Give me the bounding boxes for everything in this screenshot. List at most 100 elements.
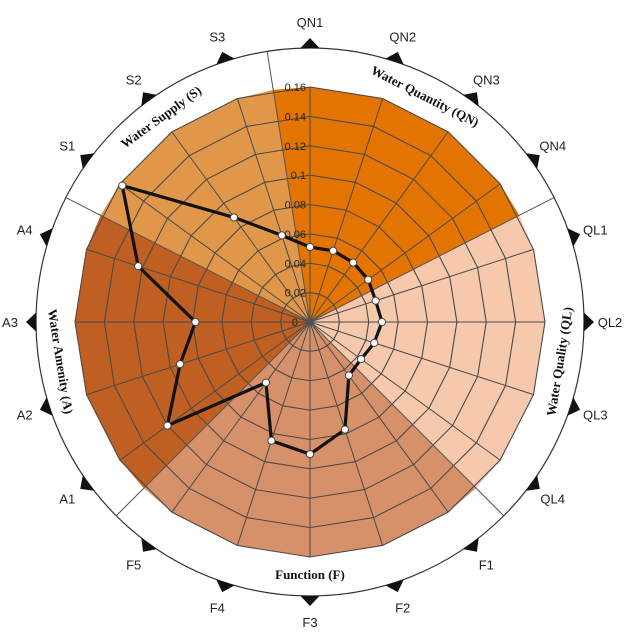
grid-spoke (86, 248, 311, 323)
axis-arrow-marker (583, 312, 594, 332)
axis-arrow-marker (567, 228, 581, 247)
axis-label-ql3: QL3 (583, 408, 608, 423)
grid-spoke (236, 321, 311, 546)
data-point-f2 (340, 425, 350, 434)
axis-arrow-marker (567, 397, 581, 416)
axis-label-ql1: QL1 (583, 222, 608, 237)
axis-arrow-marker (463, 537, 479, 552)
axis-arrow-marker (216, 51, 235, 65)
tick-label: 0.1 (291, 170, 306, 182)
axis-label-ql2: QL2 (598, 315, 623, 330)
grid-spoke (309, 321, 534, 396)
group-label-4: Water Amenity (A) (45, 308, 76, 415)
tick-label: 0.14 (285, 111, 306, 123)
tick-label: 0 (292, 317, 298, 329)
axis-label-qn1: QN1 (297, 15, 324, 30)
data-point-a2 (175, 360, 185, 369)
axis-label-a2: A2 (17, 408, 33, 423)
data-series (118, 181, 387, 459)
grid-spoke (171, 131, 311, 323)
axis-label-a4: A4 (17, 222, 33, 237)
group-divider (65, 197, 311, 323)
axis-arrow-marker (216, 579, 235, 593)
axis-label-ql4: QL4 (540, 491, 565, 506)
tick-label: 0.02 (285, 288, 306, 300)
axis-label-f4: F4 (210, 600, 225, 615)
group-label-2: Water Quality (QL) (543, 306, 575, 417)
grid-spoke (309, 183, 501, 323)
data-point-f5 (261, 378, 271, 387)
tick-label: 0.08 (285, 200, 306, 212)
sector-2 (310, 215, 545, 489)
data-point-a1 (163, 421, 172, 430)
data-point-ql3 (370, 338, 379, 347)
sector-4 (75, 215, 310, 489)
grid-spoke (309, 248, 534, 323)
axis-arrow-marker (525, 153, 540, 169)
outer-ring (26, 38, 594, 606)
data-point-s3 (277, 231, 286, 240)
axis-arrow-marker (385, 51, 404, 65)
axis-arrow-marker (26, 312, 37, 332)
axis-label-qn2: QN2 (389, 30, 416, 45)
grid-spoke (309, 321, 501, 461)
axis-arrow-marker (525, 475, 540, 491)
grid-rings (74, 86, 546, 558)
data-point-qn1 (305, 242, 315, 252)
sector-5 (100, 89, 310, 322)
data-point-qn4 (364, 275, 373, 284)
axis-arrow-marker (141, 537, 157, 552)
axis-label-qn4: QN4 (539, 139, 566, 154)
axis-arrow-marker (80, 475, 95, 491)
data-point-qn2 (329, 246, 338, 255)
data-point-ql2 (377, 317, 387, 327)
axis-labels: QN1 QN2 QN3 QN4 QL1 QL2 QL3 QL4 F1 F2 F3 F4 F5 A1 A2 A3… (2, 15, 622, 630)
axis-arrow-marker (463, 92, 479, 107)
group-divider (309, 197, 555, 323)
group-divider (266, 51, 311, 323)
data-point-f4 (267, 436, 276, 445)
grid-spoke (86, 321, 311, 396)
axis-arrow-marker (300, 595, 320, 606)
axis-label-a1: A1 (59, 491, 75, 506)
grid-spoke (309, 321, 449, 513)
axis-arrow-marker (385, 579, 404, 593)
axis-label-f5: F5 (126, 558, 141, 573)
axis-label-s1: S1 (59, 139, 75, 154)
data-point-s2 (229, 213, 239, 222)
axis-arrow-marker (39, 228, 53, 247)
axis-label-s3: S3 (209, 30, 225, 45)
data-point-a3 (191, 317, 200, 327)
data-point-ql1 (371, 296, 380, 305)
axis-label-qn3: QN3 (473, 72, 500, 87)
data-point-a4 (134, 262, 143, 271)
sector-1 (273, 87, 520, 322)
group-divider (115, 321, 311, 517)
group-label-3: Function (F) (275, 567, 345, 582)
group-dividers (65, 51, 555, 517)
axis-arrow-marker (300, 38, 320, 49)
axis-arrow-marker (39, 397, 53, 416)
grid-spoke (171, 321, 311, 513)
data-point-qn3 (349, 258, 358, 267)
grid-spoke (309, 98, 384, 323)
grid-spoke (309, 131, 449, 323)
data-point-ql4 (356, 355, 366, 364)
grid-spoke (309, 321, 384, 546)
axis-label-s2: S2 (126, 72, 142, 87)
axis-arrow-marker (80, 153, 95, 169)
tick-label: 0.12 (285, 141, 306, 153)
axis-arrow-marker (141, 92, 157, 107)
grid-spoke (119, 321, 311, 461)
tick-labels: 00.020.040.060.080.10.120.140.16 (285, 82, 306, 329)
data-point-f3 (305, 450, 315, 459)
axis-label-a3: A3 (2, 315, 18, 330)
tick-label: 0.04 (285, 258, 306, 270)
grid-spoke (119, 183, 311, 323)
axis-label-f1: F1 (479, 558, 494, 573)
axis-label-f2: F2 (395, 600, 410, 615)
tick-label: 0.16 (285, 82, 306, 94)
axis-label-f3: F3 (302, 615, 317, 630)
data-point-s1 (118, 181, 127, 190)
